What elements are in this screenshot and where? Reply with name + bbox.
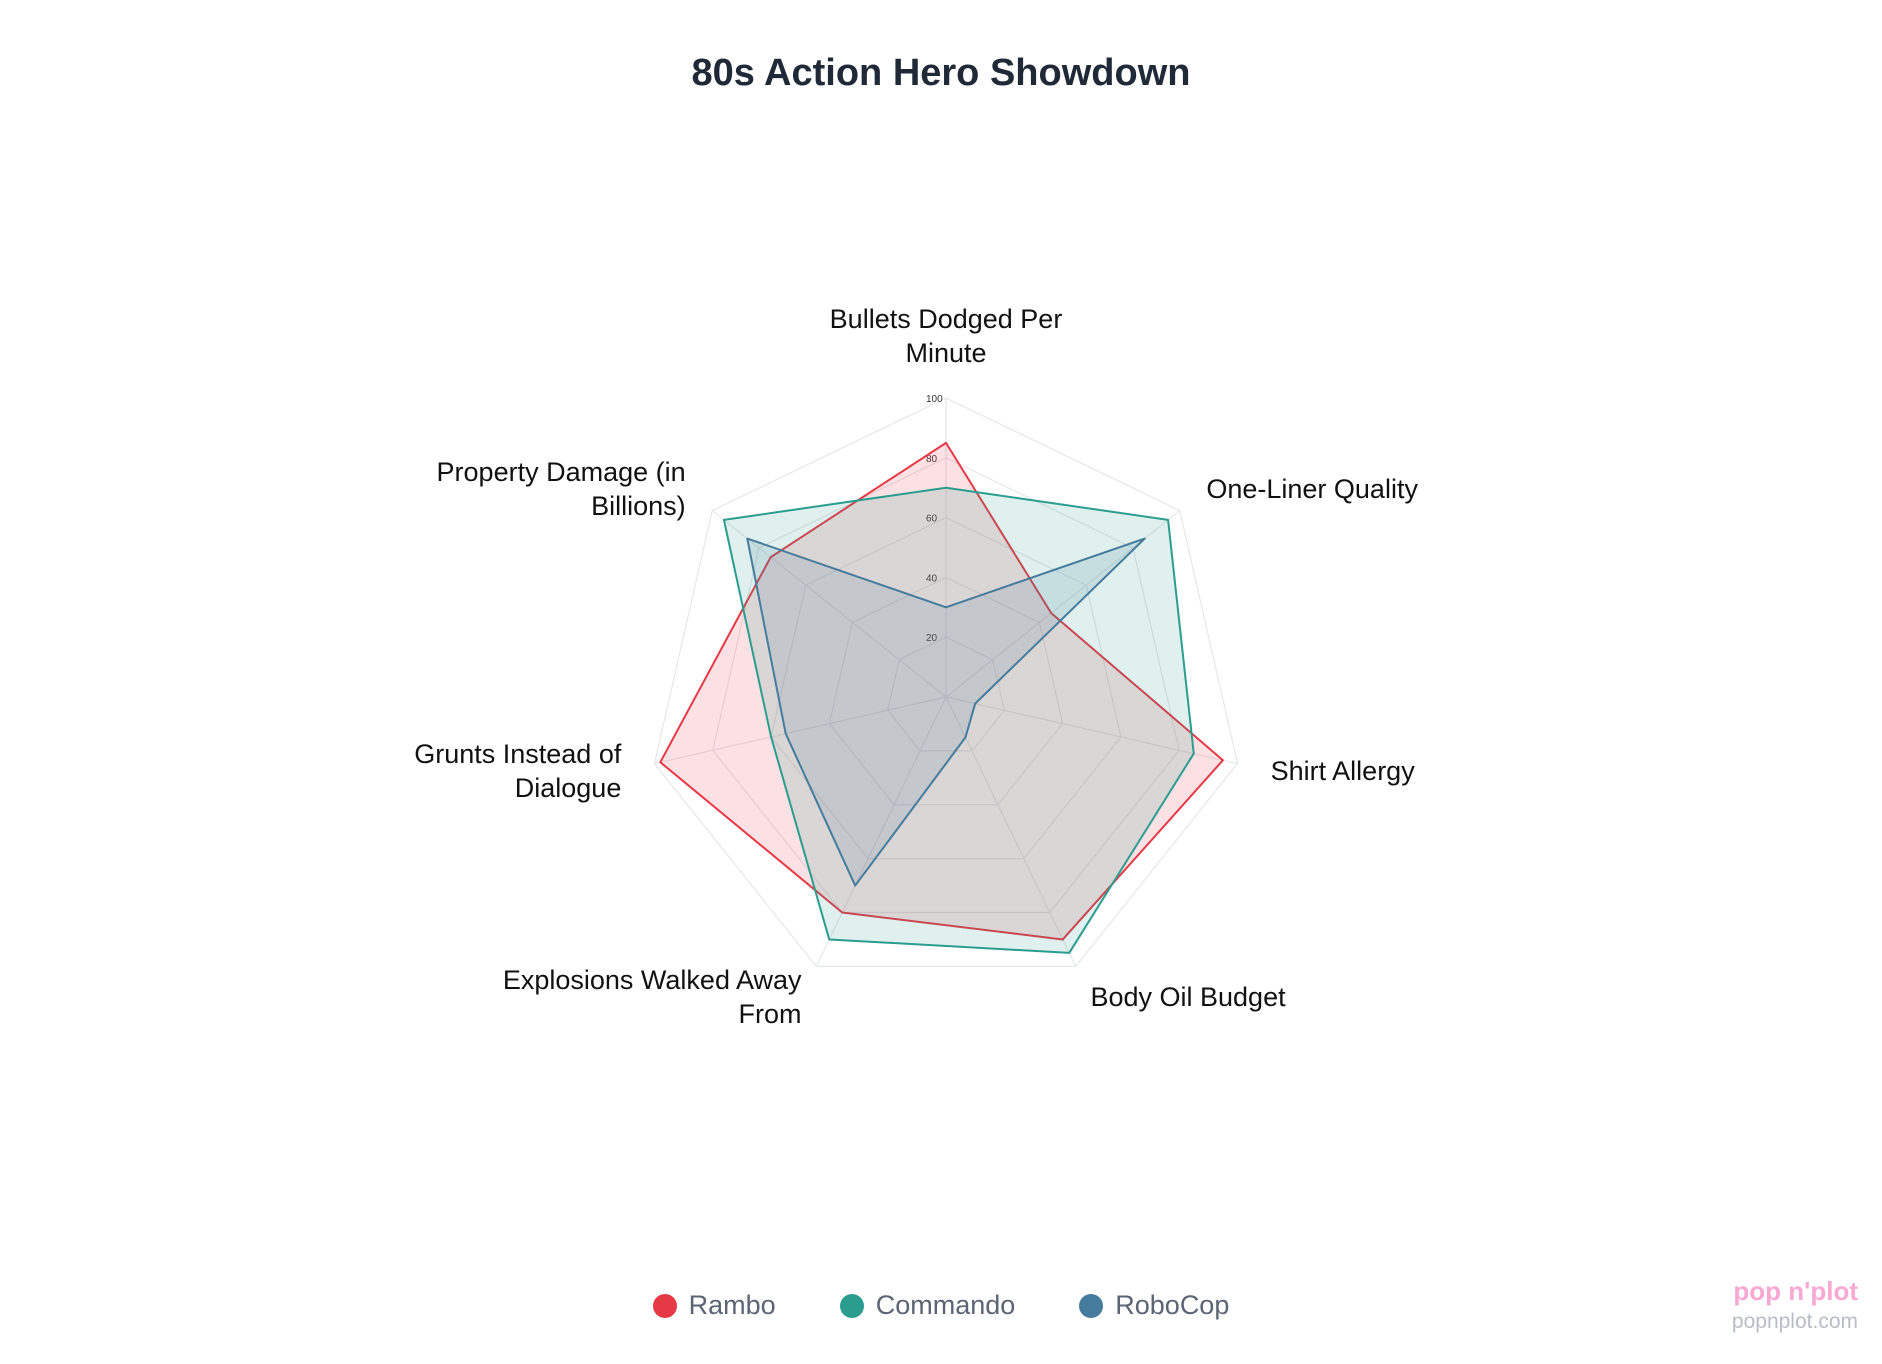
grid-spoke [945, 696, 1077, 967]
legend-label: Rambo [688, 1290, 776, 1320]
grid-spoke [945, 696, 1238, 765]
axis-label: Grunts Instead of Dialogue [414, 739, 622, 804]
grid-ring [770, 516, 1122, 860]
chart-title: 80s Action Hero Showdown [691, 52, 1191, 94]
axis-label: Shirt Allergy [1270, 756, 1415, 787]
legend-label: Commando [875, 1290, 1016, 1320]
grid-ring [887, 636, 1005, 752]
legend-item: Rambo [652, 1290, 776, 1321]
legend: Rambo Commando RoboCop [0, 1290, 1882, 1321]
series-area [659, 441, 1224, 941]
grid-spoke [654, 696, 947, 765]
series-area [746, 537, 1146, 887]
watermark-brand: pop n'plot [1733, 1276, 1858, 1306]
r-tick-label: 20 [926, 633, 938, 644]
axis-label: Bullets Dodged Per Minute [829, 304, 1063, 368]
legend-item: RoboCop [1079, 1290, 1229, 1321]
axis-label: Property Damage (in Billions) [436, 457, 686, 522]
r-tick-label: 60 [926, 514, 938, 525]
axis-label: Explosions Walked Away From [502, 965, 802, 1030]
r-tick-label: 100 [926, 394, 943, 405]
axis-label: One-Liner Quality [1206, 474, 1418, 505]
legend-swatch [839, 1293, 864, 1318]
r-tick-label: 80 [926, 454, 938, 465]
legend-swatch [1079, 1293, 1104, 1318]
legend-item: Commando [839, 1290, 1016, 1321]
grid-spoke [711, 510, 947, 698]
watermark-site: popnplot.com [1731, 1310, 1858, 1333]
grid-ring [712, 457, 1180, 914]
r-tick-label: 40 [926, 573, 938, 584]
grid-ring [653, 397, 1239, 967]
axis-label: Body Oil Budget [1090, 982, 1286, 1013]
legend-swatch [652, 1293, 677, 1318]
legend-label: RoboCop [1115, 1290, 1230, 1320]
grid-spoke [815, 696, 947, 967]
grid-ring [828, 576, 1064, 806]
